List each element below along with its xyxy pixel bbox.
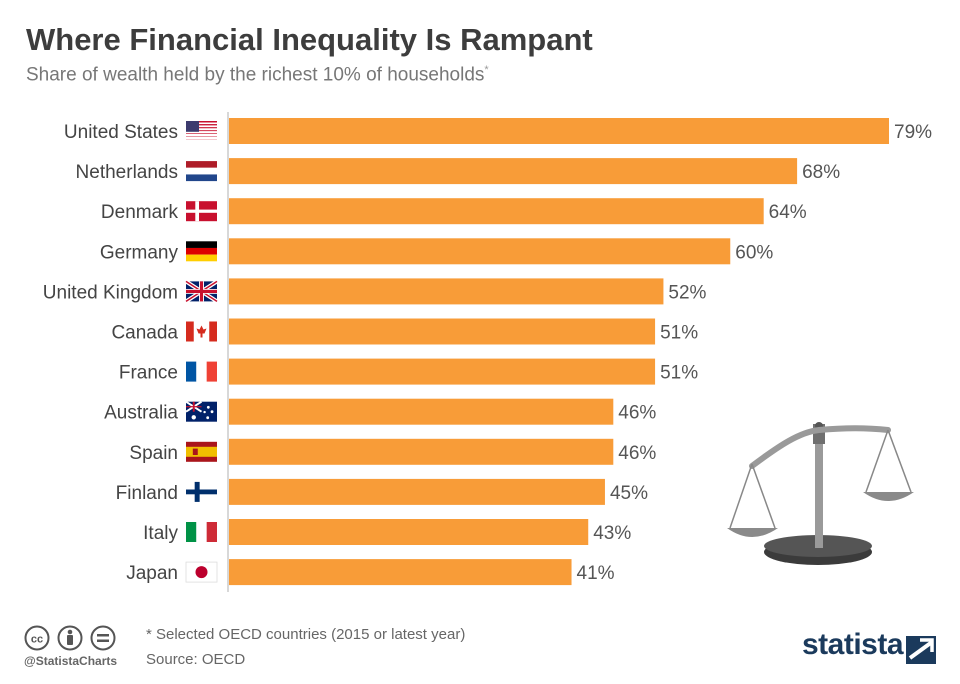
chart-subtitle: Share of wealth held by the richest 10% … bbox=[26, 64, 489, 86]
license-icons: cc bbox=[24, 625, 116, 651]
category-label: United States bbox=[64, 122, 178, 143]
bar-denmark bbox=[229, 198, 764, 225]
es-flag-icon bbox=[186, 441, 217, 462]
category-label: Japan bbox=[126, 563, 178, 584]
chart-title: Where Financial Inequality Is Rampant bbox=[26, 22, 593, 57]
value-label: 68% bbox=[802, 162, 840, 183]
footer-handle: @StatistaCharts bbox=[24, 654, 118, 668]
bar-united-kingdom bbox=[229, 278, 664, 305]
value-label: 43% bbox=[593, 523, 631, 544]
bar-spain bbox=[229, 438, 614, 465]
value-label: 60% bbox=[735, 242, 773, 263]
nl-flag-icon bbox=[186, 161, 217, 182]
bar-canada bbox=[229, 318, 656, 345]
value-label: 64% bbox=[769, 202, 807, 223]
jp-flag-icon bbox=[185, 561, 218, 583]
category-label: Finland bbox=[116, 483, 178, 504]
bar-netherlands bbox=[229, 158, 798, 185]
category-label: United Kingdom bbox=[43, 282, 178, 303]
value-label: 41% bbox=[577, 563, 615, 584]
au-flag-icon bbox=[185, 400, 217, 422]
value-label: 52% bbox=[668, 282, 706, 303]
bar-australia bbox=[229, 398, 614, 425]
category-label: Australia bbox=[104, 403, 178, 424]
category-label: Germany bbox=[100, 242, 179, 263]
bars-layer: 79% United States 68% Netherlands 64% Denmark… bbox=[43, 112, 932, 592]
value-label: 51% bbox=[660, 323, 698, 344]
footer-note: * Selected OECD countries (2015 or lates… bbox=[146, 626, 466, 643]
de-flag-icon bbox=[186, 241, 217, 262]
bar-france bbox=[229, 358, 656, 385]
value-label: 45% bbox=[610, 483, 648, 504]
us-flag-icon bbox=[186, 121, 217, 140]
value-label: 51% bbox=[660, 363, 698, 384]
ca-flag-icon bbox=[186, 321, 217, 342]
no-derivatives-icon bbox=[90, 625, 116, 651]
bar-italy bbox=[229, 519, 589, 545]
category-label: France bbox=[119, 363, 178, 384]
fi-flag-icon bbox=[186, 481, 217, 502]
subtitle-text: Share of wealth held by the richest 10% … bbox=[26, 64, 485, 86]
fr-flag-icon bbox=[186, 361, 217, 382]
footer-source: Source: OECD bbox=[146, 651, 246, 668]
uk-flag-icon bbox=[184, 279, 219, 304]
category-label: Canada bbox=[111, 323, 178, 344]
category-label: Netherlands bbox=[76, 162, 178, 183]
svg-text:cc: cc bbox=[31, 634, 43, 646]
statista-logo-mark-icon bbox=[906, 636, 936, 664]
bar-germany bbox=[229, 238, 731, 265]
cc-icon: cc bbox=[24, 625, 50, 651]
bar-japan bbox=[229, 559, 572, 586]
it-flag-icon bbox=[186, 522, 217, 542]
category-label: Denmark bbox=[101, 202, 179, 223]
dk-flag-icon bbox=[186, 201, 217, 222]
value-label: 79% bbox=[894, 122, 932, 143]
scales-icon bbox=[727, 422, 914, 565]
attribution-icon bbox=[57, 625, 83, 651]
category-label: Spain bbox=[129, 443, 178, 464]
category-label: Italy bbox=[143, 523, 178, 544]
bar-united-states bbox=[229, 118, 889, 144]
subtitle-footnote-mark: * bbox=[484, 64, 489, 76]
value-label: 46% bbox=[618, 403, 656, 424]
statista-logo[interactable]: statista bbox=[802, 628, 904, 661]
value-label: 46% bbox=[618, 443, 656, 464]
bar-finland bbox=[229, 478, 605, 505]
